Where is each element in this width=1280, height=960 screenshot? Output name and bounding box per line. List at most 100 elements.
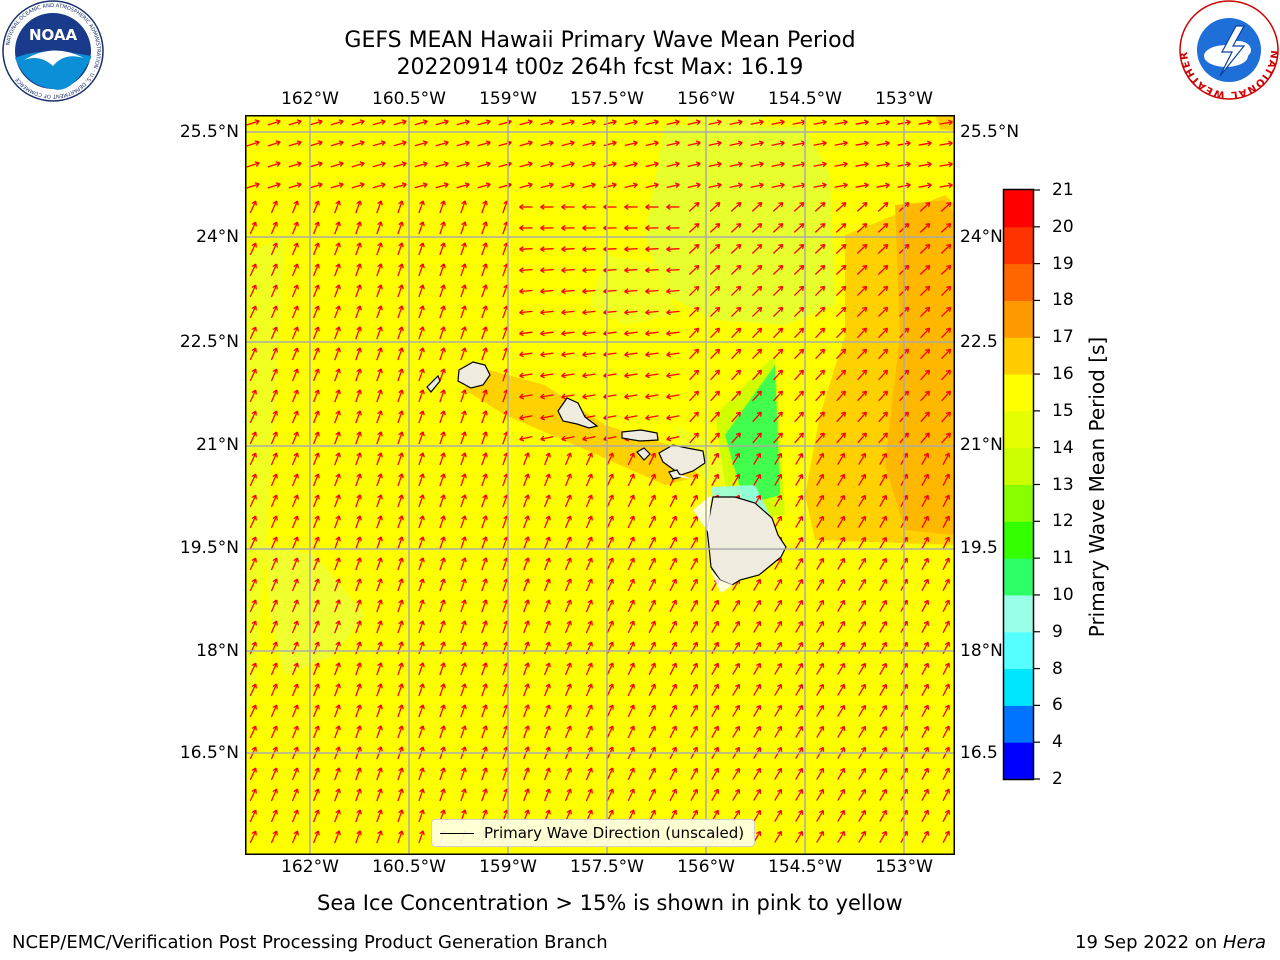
wave-arrow: [940, 285, 952, 297]
wave-arrow: [688, 306, 700, 318]
wave-arrow-head: [883, 243, 889, 250]
wave-arrow-head: [440, 389, 446, 395]
wave-arrow: [919, 265, 931, 275]
wave-arrow-head: [293, 557, 299, 563]
wave-arrow-head: [820, 222, 826, 229]
wave-arrow: [270, 263, 278, 277]
wave-arrow-head: [398, 557, 404, 563]
wave-arrow: [582, 289, 596, 293]
wave-arrow: [334, 389, 340, 403]
wave-arrow-head: [419, 746, 425, 752]
wave-arrow: [397, 494, 403, 508]
wave-arrow-head: [904, 285, 910, 291]
islands: [426, 361, 787, 586]
wave-arrow-head: [377, 578, 383, 584]
wave-arrow: [355, 221, 361, 235]
wave-arrow: [312, 620, 320, 634]
wave-arrow: [940, 306, 952, 318]
wave-arrow: [291, 578, 299, 592]
colorbar-tick-label: 2: [1052, 769, 1063, 789]
wave-arrow-head: [798, 767, 804, 773]
wave-arrow-head: [653, 140, 659, 147]
wave-arrow-head: [629, 494, 635, 500]
wave-arrow: [585, 704, 593, 718]
wave-arrow-head: [608, 515, 614, 521]
wave-arrow-head: [734, 788, 741, 794]
wave-arrow: [795, 495, 803, 507]
wave-arrow-head: [757, 222, 763, 229]
wave-arrow-head: [464, 182, 470, 189]
wave-arrow-head: [777, 473, 783, 479]
wave-arrow-head: [587, 452, 593, 458]
wave-arrow-head: [419, 284, 425, 290]
wave-arrow: [291, 263, 299, 277]
wave-arrow: [481, 683, 487, 697]
wave-arrow-head: [519, 246, 524, 253]
wave-arrow-head: [251, 746, 257, 752]
wave-arrow: [731, 369, 741, 381]
wave-arrow-head: [756, 620, 762, 626]
wave-arrow: [837, 705, 845, 717]
wave-arrow-head: [251, 368, 257, 374]
wave-arrow-head: [629, 662, 635, 668]
wave-arrow-head: [629, 578, 635, 584]
wave-arrow: [582, 435, 596, 441]
wave-arrow-head: [840, 641, 846, 647]
wave-arrow: [815, 369, 825, 381]
wave-arrow-head: [419, 452, 425, 458]
wave-arrow: [334, 200, 340, 214]
wave-arrow-head: [440, 536, 446, 542]
wave-arrow: [270, 809, 278, 823]
wave-arrow-head: [860, 767, 867, 773]
wave-arrow-head: [461, 641, 467, 647]
wave-arrow: [921, 704, 929, 718]
wave-arrow-head: [944, 662, 951, 668]
wave-arrow-head: [819, 473, 825, 479]
wave-arrow: [669, 641, 677, 655]
wave-arrow-head: [840, 788, 846, 794]
colorbar-tick-label: 8: [1052, 658, 1063, 679]
wave-arrow-head: [944, 830, 951, 836]
wave-arrow: [502, 725, 508, 739]
wave-arrow: [267, 120, 281, 126]
wave-arrow-head: [545, 809, 551, 815]
wave-arrow-head: [903, 369, 910, 375]
wave-period-map: [245, 115, 955, 855]
wave-arrow: [816, 558, 824, 570]
wave-arrow-head: [590, 140, 596, 147]
wave-arrow-head: [862, 285, 868, 291]
wave-arrow: [418, 452, 424, 466]
wave-arrow: [816, 705, 824, 717]
wave-arrow: [372, 120, 386, 126]
wave-arrow-head: [335, 347, 341, 353]
wave-arrow: [267, 162, 281, 168]
wave-arrow: [355, 662, 361, 676]
wave-arrow-head: [756, 704, 762, 710]
colorbar-tick-label: 9: [1052, 621, 1063, 642]
wave-arrow: [773, 390, 783, 402]
wave-arrow-head: [566, 536, 572, 542]
wave-arrow-head: [272, 452, 278, 458]
wave-arrow-head: [650, 641, 657, 647]
wave-arrow-head: [566, 788, 572, 794]
wave-arrow: [312, 242, 320, 256]
wave-arrow-head: [356, 641, 362, 647]
wave-arrow-head: [820, 243, 826, 250]
wave-arrow: [334, 725, 340, 739]
wave-arrow-head: [461, 809, 467, 815]
colorbar: [1002, 188, 1040, 781]
wave-arrow-head: [251, 431, 257, 437]
wave-arrow-head: [335, 410, 341, 416]
wave-arrow-head: [548, 119, 554, 126]
colorbar-tick-label: 6: [1052, 695, 1063, 716]
wave-arrow: [460, 767, 466, 781]
wave-arrow-head: [359, 140, 365, 146]
wave-arrow-head: [377, 746, 383, 752]
wave-arrow-head: [461, 389, 467, 395]
wave-arrow-head: [461, 473, 467, 479]
wave-arrow-head: [611, 140, 617, 147]
wave-arrow: [710, 390, 720, 402]
wave-arrow-head: [946, 306, 952, 312]
wave-arrow-head: [650, 662, 657, 668]
wave-arrow: [460, 620, 466, 634]
